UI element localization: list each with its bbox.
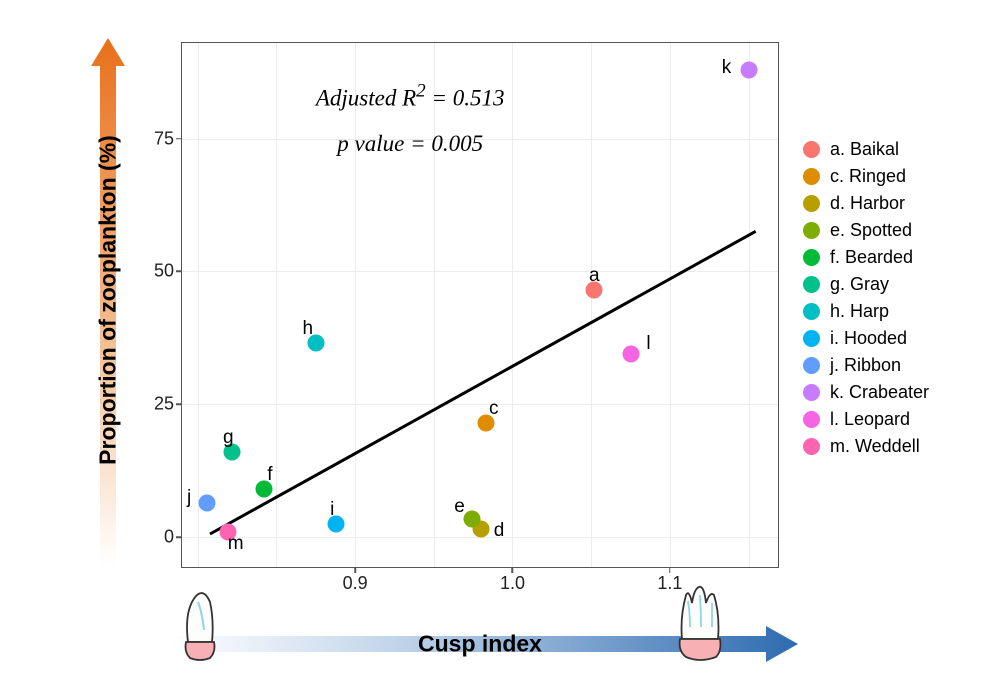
legend-item-a: a. Baikal [803,139,929,160]
gridline-h [182,404,778,405]
data-point-label-a: a [589,265,600,287]
data-point-label-h: h [302,318,313,340]
gridline-v [591,43,592,567]
legend-label-f: f. Bearded [830,247,913,268]
gridline-v [198,43,199,567]
tooth-complex-icon [672,585,730,663]
legend-swatch-l [803,411,820,428]
data-point-label-m: m [228,533,244,555]
legend-item-j: j. Ribbon [803,355,929,376]
stat-annotation-pvalue: p value = 0.005 [337,131,483,157]
data-point-label-f: f [267,464,272,486]
gridline-h [182,271,778,272]
data-point-label-d: d [494,520,505,542]
legend-swatch-f [803,249,820,266]
legend-swatch-k [803,384,820,401]
legend-label-j: j. Ribbon [830,355,901,376]
regression-line [210,230,758,535]
x-tick-label: 0.9 [343,573,368,594]
legend-swatch-h [803,303,820,320]
legend-swatch-e [803,222,820,239]
legend-swatch-a [803,141,820,158]
data-point-j [199,494,216,511]
x-axis-title: Cusp index [418,631,542,658]
gridline-v [749,43,750,567]
legend-label-g: g. Gray [830,274,889,295]
legend: a. Baikal c. Ringed d. Harbor e. Spotted f. … [803,139,929,463]
legend-item-m: m. Weddell [803,436,929,457]
y-tick-label: 75 [154,128,174,149]
gridline-v [355,43,356,567]
legend-label-a: a. Baikal [830,139,899,160]
y-tick-label: 0 [164,527,174,548]
y-axis-title: Proportion of zooplankton (%) [95,135,122,465]
legend-swatch-g [803,276,820,293]
gridline-v [512,43,513,567]
legend-label-l: l. Leopard [830,409,910,430]
data-point-label-l: l [646,333,650,355]
gridline-v [670,43,671,567]
legend-swatch-j [803,357,820,374]
legend-label-k: k. Crabeater [830,382,929,403]
chart-container: Proportion of zooplankton (%) 0 25 50 75 0.9… [0,0,989,690]
legend-item-l: l. Leopard [803,409,929,430]
legend-swatch-c [803,168,820,185]
legend-item-d: d. Harbor [803,193,929,214]
y-tick-mark [176,271,182,273]
legend-item-g: g. Gray [803,274,929,295]
data-point-k [740,61,757,78]
data-point-label-e: e [454,496,465,518]
data-point-label-k: k [722,57,732,79]
legend-swatch-i [803,330,820,347]
legend-swatch-d [803,195,820,212]
legend-label-m: m. Weddell [830,436,920,457]
legend-item-c: c. Ringed [803,166,929,187]
legend-label-c: c. Ringed [830,166,906,187]
gridline-v [276,43,277,567]
legend-item-f: f. Bearded [803,247,929,268]
legend-item-e: e. Spotted [803,220,929,241]
data-point-label-c: c [489,398,499,420]
data-point-label-g: g [223,427,234,449]
y-tick-mark [176,138,182,140]
x-tick-label: 1.0 [500,573,525,594]
plot-area: 02550750.91.01.1acdefghijklmAdjusted R2 … [181,42,779,568]
legend-item-k: k. Crabeater [803,382,929,403]
legend-swatch-m [803,438,820,455]
legend-label-i: i. Hooded [830,328,907,349]
tooth-simple-icon [178,590,226,662]
legend-label-d: d. Harbor [830,193,905,214]
legend-item-i: i. Hooded [803,328,929,349]
data-point-e [463,510,480,527]
legend-item-h: h. Harp [803,301,929,322]
data-point-l [622,345,639,362]
data-point-label-j: j [187,487,191,509]
y-tick-label: 25 [154,394,174,415]
gridline-v [434,43,435,567]
stat-annotation-r2: Adjusted R2 = 0.513 [316,81,505,112]
y-tick-mark [176,404,182,406]
y-tick-label: 50 [154,261,174,282]
y-tick-mark [176,536,182,538]
data-point-label-i: i [330,499,334,521]
legend-label-h: h. Harp [830,301,889,322]
legend-label-e: e. Spotted [830,220,912,241]
